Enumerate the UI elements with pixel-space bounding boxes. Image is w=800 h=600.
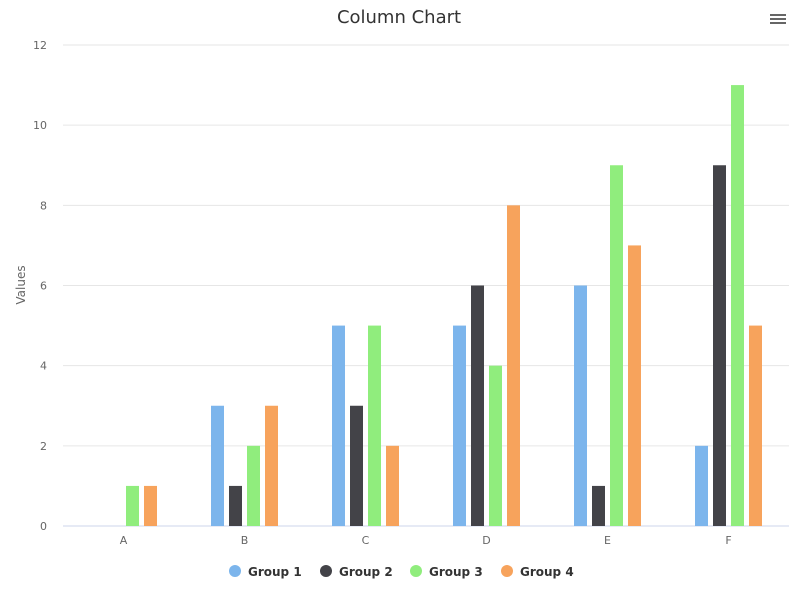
bar[interactable] xyxy=(229,485,242,526)
bars xyxy=(126,85,762,527)
bar[interactable] xyxy=(695,445,708,526)
legend: Group 1 Group 2 Group 3 Group 4 xyxy=(229,565,574,579)
bar[interactable] xyxy=(610,165,623,526)
gridlines xyxy=(63,44,789,527)
y-tick-label: 10 xyxy=(33,119,47,132)
x-tick-label: E xyxy=(604,534,611,547)
x-tick-label: D xyxy=(482,534,490,547)
x-tick-label: C xyxy=(362,534,370,547)
bar[interactable] xyxy=(574,285,587,527)
bar[interactable] xyxy=(471,285,484,527)
bar[interactable] xyxy=(713,165,726,526)
hamburger-menu-icon[interactable] xyxy=(768,12,788,28)
bar[interactable] xyxy=(453,325,466,526)
legend-label: Group 1 xyxy=(248,565,302,579)
x-axis-ticks: A B C D E F xyxy=(120,534,732,547)
bar[interactable] xyxy=(731,85,744,526)
y-axis-ticks: 0 2 4 6 8 10 12 xyxy=(33,39,47,533)
legend-marker xyxy=(410,565,422,577)
bar[interactable] xyxy=(386,445,399,526)
bar[interactable] xyxy=(144,485,157,526)
y-tick-label: 12 xyxy=(33,39,47,52)
bar[interactable] xyxy=(126,485,139,526)
bar[interactable] xyxy=(489,365,502,526)
legend-label: Group 3 xyxy=(429,565,483,579)
bar[interactable] xyxy=(247,445,260,526)
bar[interactable] xyxy=(350,405,363,526)
y-tick-label: 0 xyxy=(40,520,47,533)
bar[interactable] xyxy=(332,325,345,526)
legend-item[interactable]: Group 3 xyxy=(410,565,483,579)
y-tick-label: 2 xyxy=(40,440,47,453)
y-tick-label: 6 xyxy=(40,280,47,293)
legend-marker xyxy=(501,565,513,577)
legend-item[interactable]: Group 1 xyxy=(229,565,302,579)
chart-title: Column Chart xyxy=(337,7,461,28)
bar[interactable] xyxy=(211,405,224,526)
legend-label: Group 2 xyxy=(339,565,393,579)
bar[interactable] xyxy=(749,325,762,526)
x-tick-label: A xyxy=(120,534,128,547)
bar[interactable] xyxy=(265,405,278,526)
x-tick-label: F xyxy=(725,534,731,547)
legend-item[interactable]: Group 2 xyxy=(320,565,393,579)
bar[interactable] xyxy=(592,485,605,526)
bar[interactable] xyxy=(628,245,641,526)
legend-item[interactable]: Group 4 xyxy=(501,565,574,579)
y-axis-title: Values xyxy=(14,265,28,304)
y-tick-label: 4 xyxy=(40,360,47,373)
legend-marker xyxy=(320,565,332,577)
legend-marker xyxy=(229,565,241,577)
y-tick-label: 8 xyxy=(40,199,47,212)
legend-label: Group 4 xyxy=(520,565,574,579)
bar[interactable] xyxy=(368,325,381,526)
bar[interactable] xyxy=(507,205,520,527)
x-tick-label: B xyxy=(241,534,249,547)
